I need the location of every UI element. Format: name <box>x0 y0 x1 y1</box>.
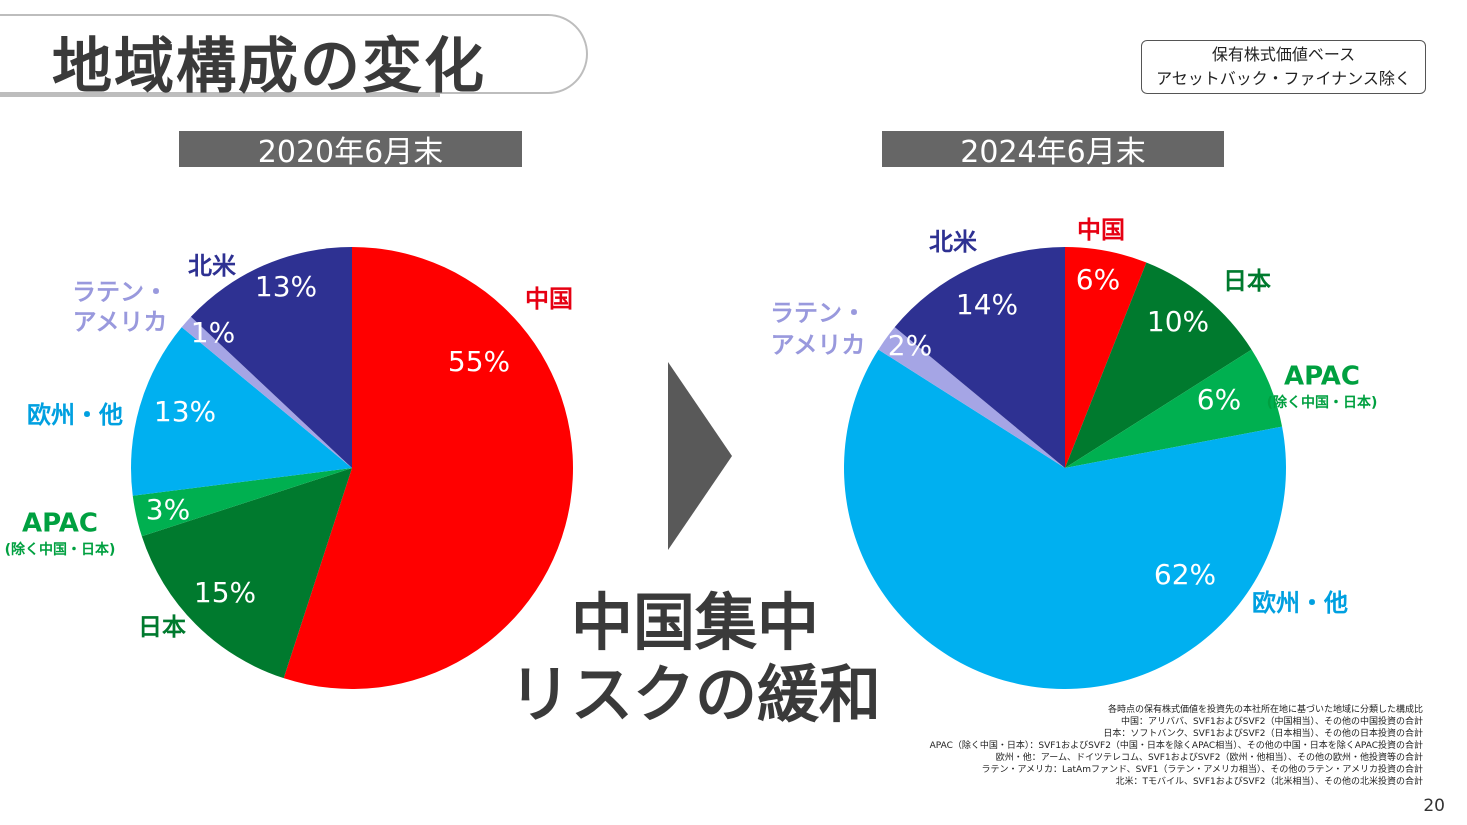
basis-line-2: アセットバック・ファイナンス除く <box>1156 69 1411 88</box>
value-label: 62% <box>1154 558 1216 591</box>
category-label: ラテン・アメリカ <box>72 278 168 336</box>
pie-slice <box>1065 349 1283 468</box>
value-label: 14% <box>956 288 1018 321</box>
category-label: 北米 <box>188 252 236 280</box>
footnote-line: APAC（除く中国・日本）：SVF1およびSVF2（中国・日本を除くAPAC相当… <box>929 741 1423 751</box>
value-label: 13% <box>255 270 317 303</box>
category-label: ラテン・アメリカ <box>770 299 866 359</box>
title-frame <box>0 14 588 94</box>
basis-note-box: 保有株式価値ベース アセットバック・ファイナンス除く <box>1141 40 1426 94</box>
value-label: 3% <box>146 493 190 526</box>
category-label: 日本 <box>1223 267 1271 295</box>
footnote-line: ラテン・アメリカ：LatAmファンド、SVF1（ラテン・アメリカ相当）、その他の… <box>981 765 1423 775</box>
mitigation-message: 中国集中 リスクの緩和 <box>505 587 885 731</box>
pie-slice <box>141 468 352 679</box>
arrow-right-icon <box>668 362 732 550</box>
title-underline <box>0 94 440 97</box>
mitigation-line-1: 中国集中 <box>570 586 819 659</box>
category-sublabel: (除く中国・日本) <box>5 541 116 558</box>
value-label: 15% <box>194 576 256 609</box>
value-label: 55% <box>448 345 510 378</box>
category-label: 日本 <box>138 613 186 641</box>
footnote-line: 日本：ソフトバンク、SVF1およびSVF2（日本相当）、その他の日本投資の合計 <box>1103 729 1423 739</box>
mitigation-line-2: リスクの緩和 <box>508 658 881 731</box>
value-label: 1% <box>191 316 235 349</box>
value-label: 6% <box>1076 263 1120 296</box>
pie-slice <box>894 247 1065 468</box>
pie-slice <box>190 247 352 468</box>
category-label: 中国 <box>525 285 573 313</box>
page-title: 地域構成の変化 <box>52 32 486 102</box>
basis-line-1: 保有株式価値ベース <box>1211 45 1356 64</box>
value-label: 2% <box>888 329 932 362</box>
pie-slice <box>132 468 352 537</box>
category-label: APAC <box>1284 362 1360 392</box>
value-label: 13% <box>154 395 216 428</box>
footnote-line: 欧州・他：アーム、ドイツテレコム、SVF1およびSVF2（欧州・他相当）、その他… <box>995 753 1423 763</box>
pie-slice <box>131 327 352 496</box>
pie-slice <box>878 327 1065 468</box>
pie-slice <box>181 316 352 468</box>
footnote-line: 北米：Tモバイル、SVF1およびSVF2（北米相当）、その他の北米投資の合計 <box>1115 777 1423 787</box>
category-label: 中国 <box>1077 216 1125 244</box>
category-sublabel: (除く中国・日本) <box>1267 394 1378 411</box>
value-label: 6% <box>1197 383 1241 416</box>
period-label-2024: 2024年6月末 <box>882 131 1224 170</box>
pie-slice <box>1065 262 1252 468</box>
pie-slice <box>283 247 573 689</box>
period-label-2020: 2020年6月末 <box>179 131 522 170</box>
footnotes: 各時点の保有株式価値を投資先の本社所在地に基づいた地域に分類した構成比 中国：ア… <box>930 704 1423 788</box>
category-label: 欧州・他 <box>1252 589 1348 617</box>
footnote-line: 中国：アリババ、SVF1およびSVF2（中国相当）、その他の中国投資の合計 <box>1120 717 1423 727</box>
category-label: 欧州・他 <box>27 401 123 429</box>
category-label: APAC <box>22 509 98 539</box>
value-label: 10% <box>1147 305 1209 338</box>
page-number: 20 <box>1423 796 1445 816</box>
pie-slice <box>843 349 1286 689</box>
category-label: 北米 <box>929 228 977 256</box>
footnote-line: 各時点の保有株式価値を投資先の本社所在地に基づいた地域に分類した構成比 <box>1107 705 1423 715</box>
pie-slice <box>1065 247 1147 468</box>
